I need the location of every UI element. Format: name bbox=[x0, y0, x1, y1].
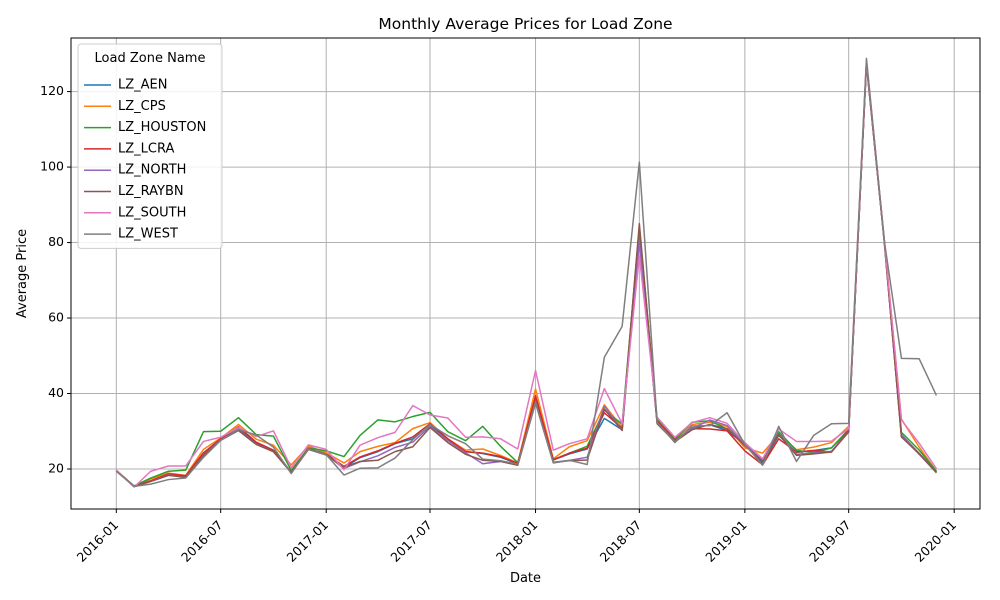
legend-label-lz-north: LZ_NORTH bbox=[118, 163, 186, 178]
series-lines bbox=[115, 57, 938, 488]
series-line-lz-south bbox=[115, 59, 938, 488]
legend-box bbox=[77, 43, 223, 249]
legend-items: LZ_AEN LZ_CPS LZ_HOUSTON LZ_LCRA LZ_NORTH LZ_… bbox=[84, 78, 206, 242]
y-tick-label: 60 bbox=[48, 310, 64, 325]
grid bbox=[71, 38, 980, 509]
y-tick-label: 80 bbox=[48, 234, 64, 249]
series-line-lz-cps bbox=[115, 60, 938, 488]
y-tick-label: 20 bbox=[48, 460, 64, 475]
legend-label-lz-houston: LZ_HOUSTON bbox=[118, 120, 206, 135]
legend-label-lz-cps: LZ_CPS bbox=[118, 99, 166, 114]
plot-frame bbox=[70, 37, 981, 510]
y-tick-label: 120 bbox=[40, 83, 64, 98]
legend-label-lz-raybn: LZ_RAYBN bbox=[118, 184, 184, 199]
y-tick-label: 40 bbox=[48, 385, 64, 400]
legend-label-lz-south: LZ_SOUTH bbox=[118, 205, 186, 220]
chart-title: Monthly Average Prices for Load Zone bbox=[378, 15, 672, 33]
legend-label-lz-aen: LZ_AEN bbox=[118, 78, 167, 93]
y-tick-label: 100 bbox=[40, 159, 64, 174]
legend-title: Load Zone Name bbox=[95, 51, 206, 66]
series-line-lz-lcra bbox=[115, 63, 937, 488]
legend: Load Zone Name LZ_AENLZ_CPSLZ_HOUSTONLZ_… bbox=[77, 43, 223, 249]
series-line-lz-west bbox=[115, 57, 938, 488]
y-axis-label: Average Price bbox=[15, 229, 30, 318]
legend-label-lz-west: LZ_WEST bbox=[118, 227, 178, 242]
legend-label-lz-lcra: LZ_LCRA bbox=[118, 141, 174, 156]
x-axis-label: Date bbox=[510, 571, 541, 586]
